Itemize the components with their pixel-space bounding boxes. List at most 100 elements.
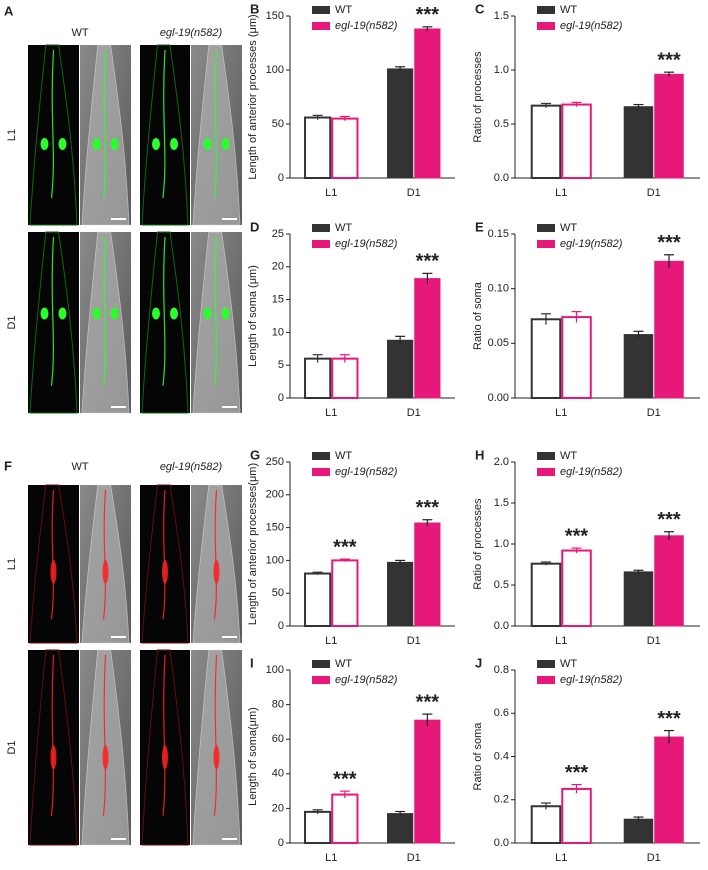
bar — [387, 68, 414, 179]
legend-swatch — [537, 468, 555, 476]
y-tick-label: 1.5 — [494, 497, 509, 509]
legend-swatch — [312, 660, 330, 668]
y-axis-label: Length of soma(μm) — [247, 707, 259, 806]
x-tick-label: L1 — [325, 187, 337, 199]
legend-label: WT — [560, 222, 577, 234]
y-tick-label: 1.0 — [494, 538, 509, 550]
significance: *** — [333, 768, 357, 790]
bar — [623, 334, 654, 399]
bar — [304, 116, 332, 179]
y-tick-label: 0 — [278, 172, 284, 184]
significance: *** — [416, 497, 440, 519]
legend-swatch — [537, 224, 555, 232]
y-axis-label: Length of anterior processes (μm) — [247, 14, 259, 179]
y-tick-label: 2.0 — [494, 456, 509, 468]
neuron-soma — [102, 559, 109, 584]
worm-outline — [29, 649, 78, 846]
x-tick-label: D1 — [407, 635, 421, 647]
y-tick-label: 1.5 — [494, 10, 509, 22]
x-tick-label: D1 — [647, 187, 661, 199]
neuron-soma — [40, 138, 49, 150]
legend-swatch — [312, 224, 330, 232]
x-tick-label: D1 — [407, 407, 421, 419]
y-axis-label: Length of anterior processes(μm) — [247, 463, 259, 625]
panel-letter: I — [250, 655, 254, 670]
bar — [530, 805, 562, 844]
image-row-label: L1 — [6, 558, 18, 570]
bar — [561, 549, 592, 627]
legend-label: egl-19(n582) — [335, 674, 398, 686]
bar — [414, 28, 441, 179]
y-tick-label: 10 — [272, 326, 284, 338]
y-tick-label: 50 — [272, 587, 284, 599]
y-tick-label: 200 — [266, 489, 284, 501]
bar — [414, 278, 441, 399]
image-row-label: D1 — [6, 315, 18, 329]
significance: *** — [565, 525, 589, 547]
worm-outline — [141, 231, 189, 414]
y-axis-label: Ratio of soma — [472, 281, 484, 350]
neuron-soma — [213, 745, 220, 770]
significance: *** — [565, 762, 589, 784]
y-tick-label: 0.6 — [494, 707, 509, 719]
y-tick-label: 150 — [266, 522, 284, 534]
x-tick-label: L1 — [325, 407, 337, 419]
neuron-soma — [162, 745, 168, 770]
legend-swatch — [537, 660, 555, 668]
legend-swatch — [537, 240, 555, 248]
legend-swatch — [312, 452, 330, 460]
y-tick-label: 20 — [272, 261, 284, 273]
bar — [414, 719, 441, 844]
bar — [654, 736, 684, 844]
worm-outline — [141, 649, 189, 846]
significance: *** — [333, 536, 357, 558]
neuron-soma — [50, 559, 57, 584]
legend-label: egl-19(n582) — [560, 238, 623, 250]
y-tick-label: 0.4 — [494, 750, 509, 762]
worm-outline — [29, 484, 78, 644]
neuron-soma — [50, 745, 57, 770]
panel-letter: G — [250, 447, 260, 462]
y-tick-label: 0.5 — [494, 579, 509, 591]
panel-letter: A — [4, 3, 14, 18]
neuron-soma — [221, 138, 230, 150]
bar — [530, 104, 562, 179]
bar — [530, 318, 562, 399]
neuron-soma — [221, 307, 230, 320]
bar — [654, 260, 684, 399]
y-tick-label: 150 — [266, 10, 284, 22]
x-tick-label: L1 — [555, 407, 567, 419]
x-tick-label: D1 — [647, 407, 661, 419]
neuron-soma — [102, 745, 109, 770]
bar — [623, 106, 654, 179]
legend-swatch — [537, 22, 555, 30]
neuron-soma — [40, 307, 49, 320]
bar — [387, 561, 414, 627]
y-tick-label: 0 — [278, 392, 284, 404]
image-row-label: D1 — [6, 740, 18, 754]
image-column-label: egl-19(n582) — [160, 27, 223, 39]
x-tick-label: L1 — [325, 635, 337, 647]
x-tick-label: L1 — [555, 852, 567, 864]
significance: *** — [657, 708, 681, 730]
y-tick-label: 0.0 — [494, 172, 509, 184]
y-tick-label: 50 — [272, 118, 284, 130]
legend-swatch — [312, 22, 330, 30]
neuron-process — [50, 236, 55, 386]
worm-outline — [29, 44, 78, 226]
legend-swatch — [537, 452, 555, 460]
neuron-process — [50, 654, 55, 816]
significance: *** — [657, 509, 681, 531]
y-tick-label: 0.0 — [494, 837, 509, 849]
bar — [387, 339, 414, 399]
legend-swatch — [312, 468, 330, 476]
y-tick-label: 0.2 — [494, 794, 509, 806]
x-tick-label: L1 — [325, 852, 337, 864]
bar — [530, 562, 562, 627]
legend-label: egl-19(n582) — [560, 674, 623, 686]
neuron-process — [102, 49, 107, 199]
neuron-soma — [170, 307, 178, 320]
legend-swatch — [312, 6, 330, 14]
neuron-soma — [203, 307, 212, 320]
